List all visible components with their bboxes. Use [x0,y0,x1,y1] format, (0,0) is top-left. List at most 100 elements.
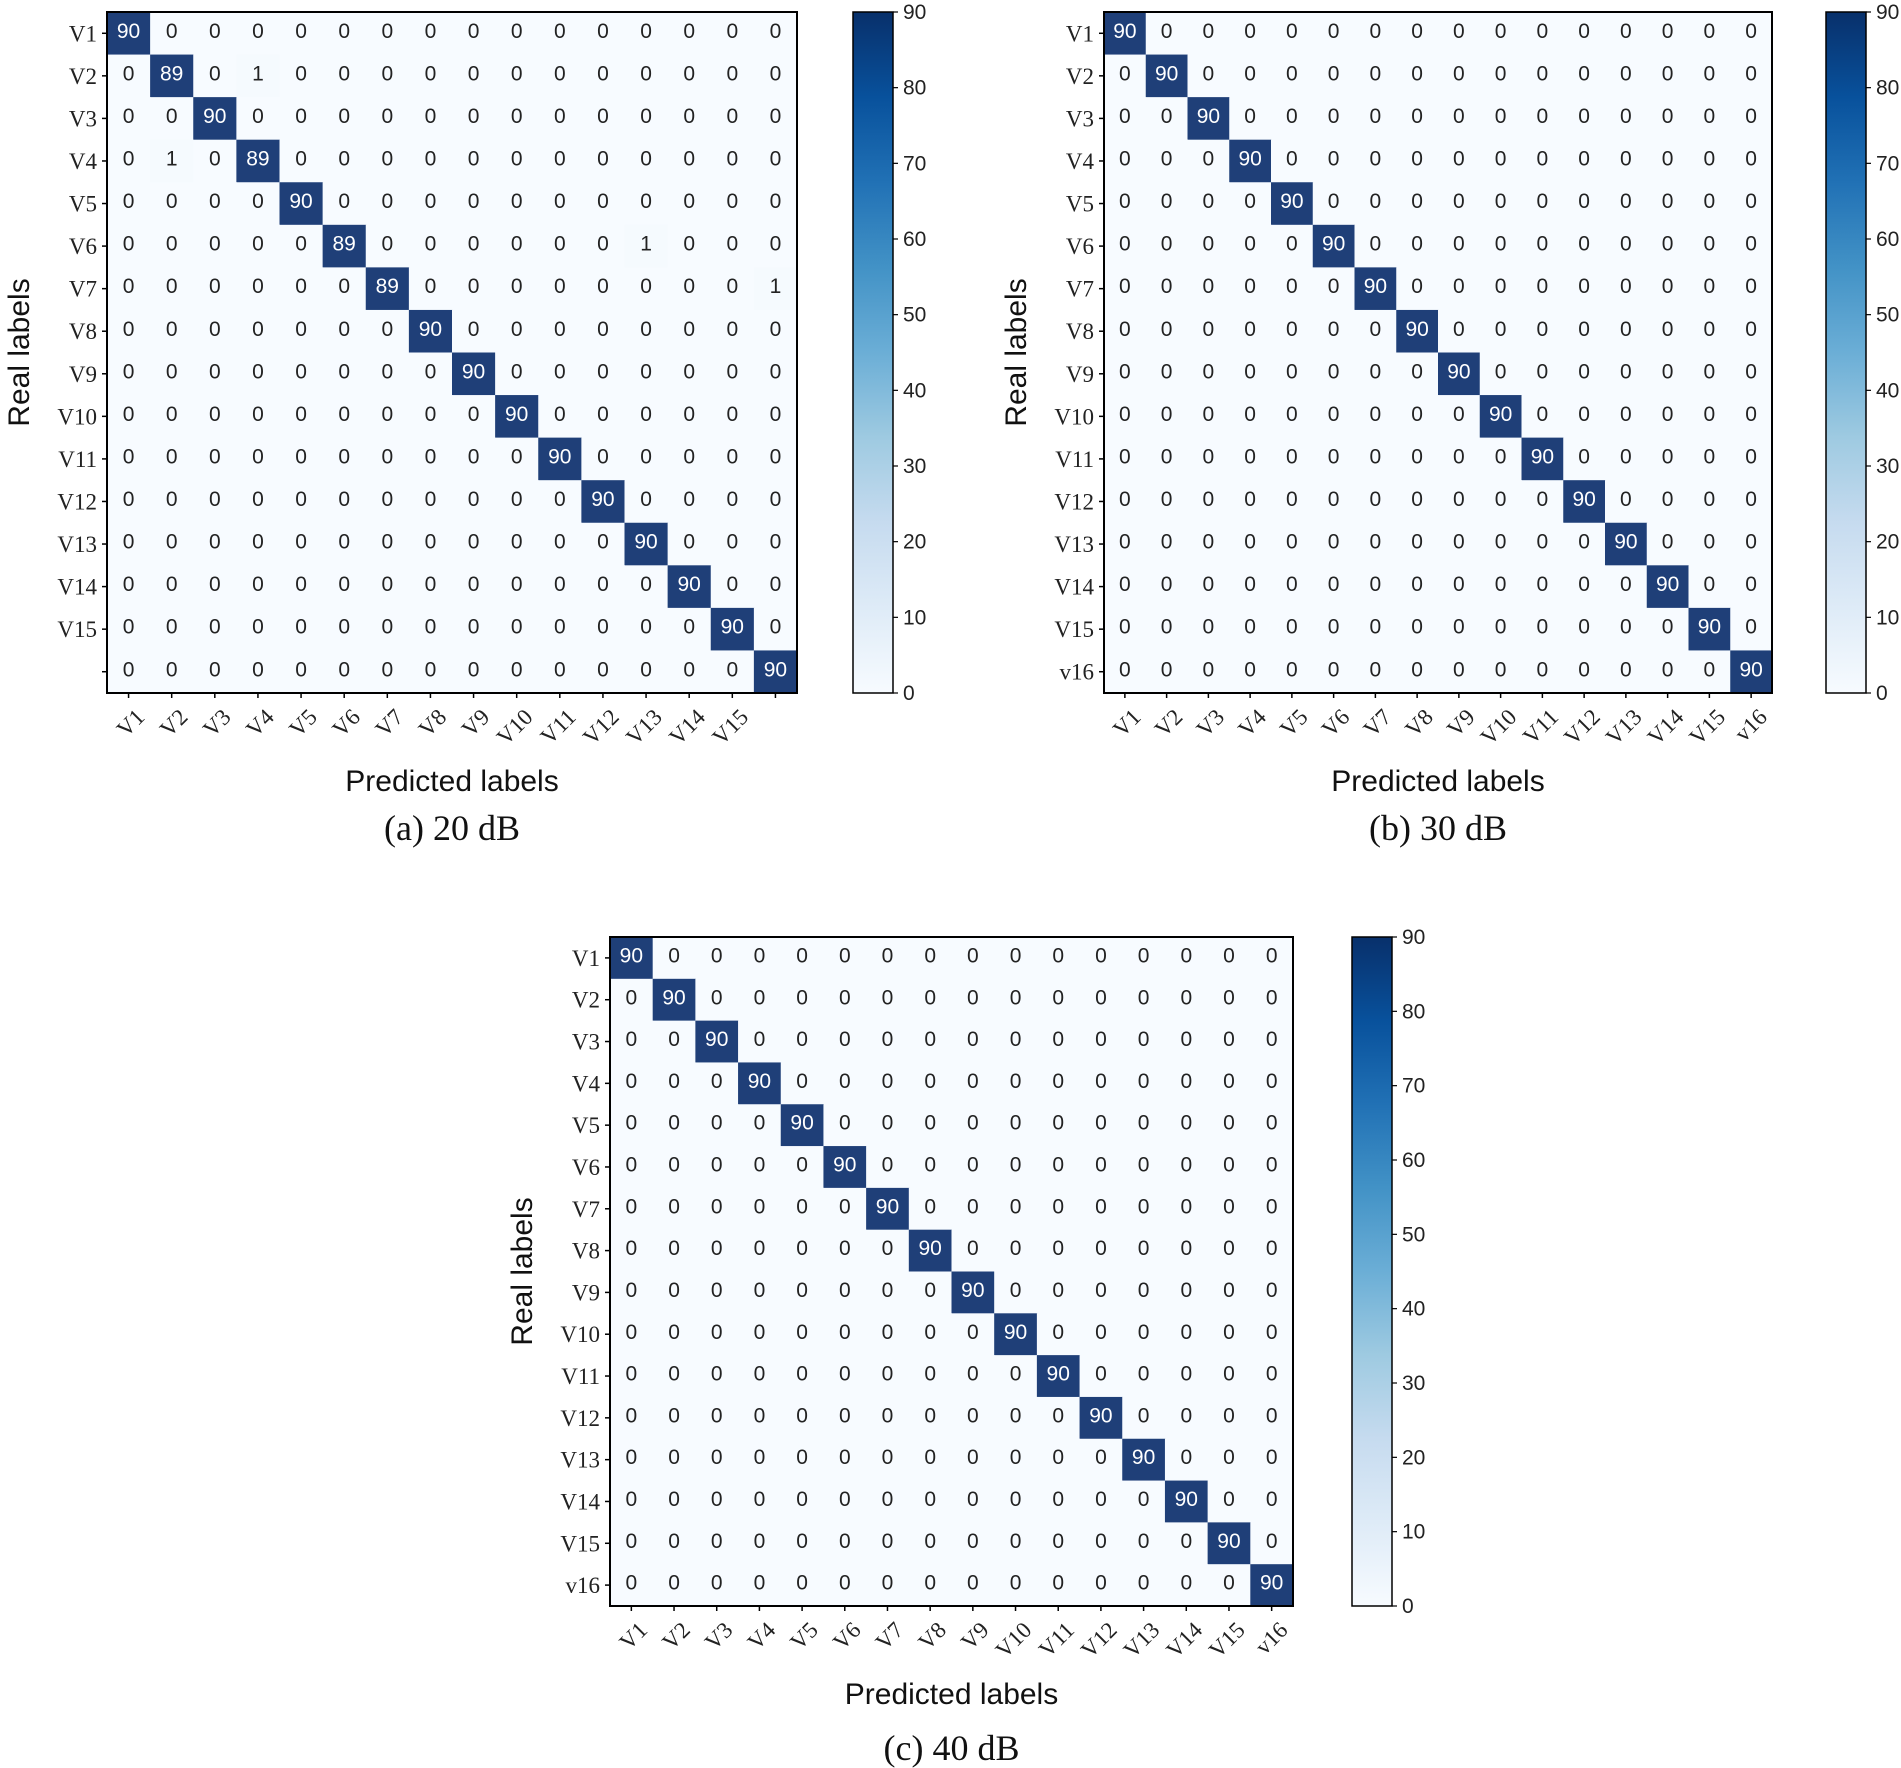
matrix-cell [408,480,453,524]
y-tick-label: V1 [69,21,97,46]
cell-value-label: 0 [252,531,264,554]
cell-value-label: 0 [425,531,437,554]
matrix-cell [1605,139,1648,183]
cell-value-label: 0 [209,616,221,639]
matrix-cell [1036,1564,1081,1607]
cell-value-label: 0 [381,105,393,128]
cell-value-label: 0 [1620,616,1632,639]
matrix-cell [1688,395,1731,439]
cell-value-label: 0 [1620,445,1632,468]
cell-value-label: 0 [1286,403,1298,426]
matrix-cell [695,1522,739,1565]
matrix-cell [581,12,625,56]
cell-value-label: 0 [770,62,782,85]
cell-value-label: 90 [1531,445,1554,468]
cell-value-label: 0 [770,318,782,341]
cell-value-label: 0 [839,1446,851,1469]
cell-value-label: 0 [123,445,135,468]
colorbar-tick-label: 50 [1876,304,1899,327]
cell-value-label: 0 [683,148,695,171]
matrix-cell [322,309,367,353]
matrix-cell [780,937,824,980]
matrix-cell [780,1062,824,1105]
matrix-cell [823,1271,867,1314]
matrix-cell [150,139,194,183]
cell-value-label: 0 [683,233,695,256]
matrix-cell [1396,139,1439,183]
cell-value-label: 0 [1411,190,1423,213]
matrix-cell [1122,1480,1166,1523]
matrix-cell [107,182,151,226]
cell-value-label: 0 [597,233,609,256]
matrix-cell [1164,1313,1209,1356]
cell-value-label: 0 [1161,403,1173,426]
cell-value-label: 0 [1052,1070,1064,1093]
cell-value-label: 0 [1453,275,1465,298]
matrix-cell [667,12,712,56]
cell-value-label: 0 [1328,360,1340,383]
matrix-cell [652,1187,696,1231]
matrix-cell [279,437,324,481]
cell-value-label: 0 [1203,531,1215,554]
colorbar-tick-label: 70 [1402,1075,1425,1098]
matrix-cell [667,480,712,524]
cell-value-label: 0 [166,616,178,639]
matrix-cell [1229,139,1272,183]
matrix-cell [738,1062,782,1105]
matrix-cell [581,480,625,524]
matrix-cell [279,139,324,183]
cell-value-label: 0 [1095,1446,1107,1469]
y-tick-label: V4 [1066,149,1095,174]
cell-value-label: 0 [967,1530,979,1553]
cell-value-label: 0 [1411,573,1423,596]
colorbar-tick-label: 0 [903,682,915,705]
cell-value-label: 0 [1138,1112,1150,1135]
x-tick-label: v16 [1250,1617,1292,1659]
x-axis-title: Predicted labels [845,1678,1058,1711]
matrix-cell [710,267,755,311]
matrix-cell [1187,395,1230,439]
matrix-cell [710,480,755,524]
cell-value-label: 0 [1119,616,1131,639]
matrix-cell [710,352,755,396]
cell-value-label: 0 [1704,531,1716,554]
cell-value-label: 0 [882,1446,894,1469]
cell-value-label: 0 [338,403,350,426]
cell-value-label: 0 [1620,233,1632,256]
cell-value-label: 90 [1260,1572,1283,1595]
matrix-cell [322,522,367,566]
matrix-cell [1229,54,1272,98]
cell-value-label: 0 [1010,1279,1022,1302]
cell-value-label: 0 [381,233,393,256]
matrix-cell [1521,12,1564,56]
matrix-cell [753,139,798,183]
cell-value-label: 0 [511,275,523,298]
cell-value-label: 0 [1010,1028,1022,1051]
matrix-cell [193,12,237,56]
cell-value-label: 0 [1244,658,1256,681]
matrix-cell [652,1146,696,1189]
matrix-cell [322,267,367,311]
cell-value-label: 0 [1203,658,1215,681]
cell-value-label: 90 [1447,360,1470,383]
matrix-cell [1688,607,1731,651]
cell-value-label: 0 [1411,658,1423,681]
x-tick-label: V4 [743,1617,781,1655]
cell-value-label: 0 [1578,233,1590,256]
cell-value-label: 0 [1745,275,1757,298]
cell-value-label: 0 [468,233,480,256]
cell-value-label: 1 [640,233,652,256]
cell-value-label: 0 [209,148,221,171]
matrix-cell [710,309,755,353]
matrix-cell [150,182,194,226]
cell-value-label: 0 [1328,20,1340,43]
cell-value-label: 0 [1495,275,1507,298]
matrix-cell [1521,522,1564,566]
cell-value-label: 0 [338,445,350,468]
cell-value-label: 0 [209,233,221,256]
matrix-cell [1479,650,1522,694]
cell-value-label: 0 [726,488,738,511]
matrix-cell [322,607,367,651]
cell-value-label: 0 [295,403,307,426]
cell-value-label: 0 [511,233,523,256]
